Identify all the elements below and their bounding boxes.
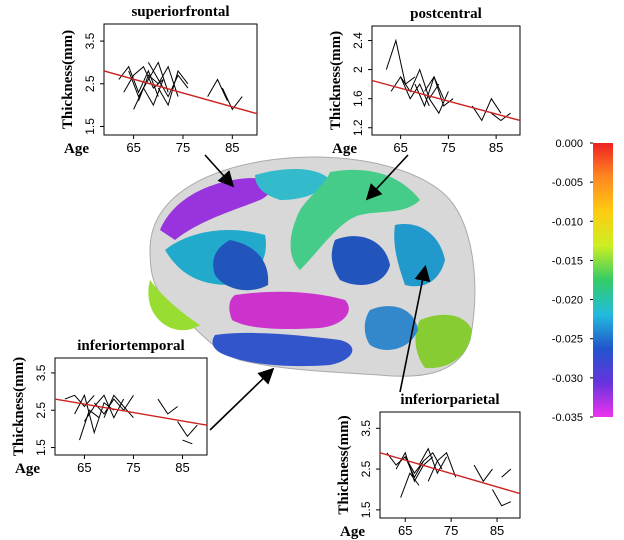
plot-frame — [379, 411, 521, 519]
trajectory — [79, 409, 100, 441]
trajectory — [428, 91, 449, 115]
trajectory — [492, 489, 512, 507]
y-axis-label: Thickness(mm) — [336, 415, 352, 514]
trajectory — [138, 65, 179, 102]
y-tick-label: 2 — [351, 66, 365, 73]
x-tick-label: 75 — [176, 140, 190, 155]
y-tick-label: 3.5 — [34, 364, 48, 381]
x-tick-label: 65 — [398, 523, 412, 538]
x-tick-label: 85 — [175, 460, 189, 475]
trajectory — [418, 447, 447, 475]
trajectory — [221, 87, 243, 111]
trajectory — [473, 464, 493, 483]
trajectory — [177, 421, 198, 438]
trajectory — [74, 393, 115, 435]
trajectory — [385, 38, 416, 86]
x-tick-label: 75 — [444, 523, 458, 538]
trajectory — [103, 394, 134, 419]
trajectory — [64, 394, 95, 408]
x-tick-label: 75 — [441, 140, 455, 155]
y-tick-label: 3.5 — [359, 420, 373, 437]
x-tick-label: 65 — [126, 140, 140, 155]
y-tick-label: 2.5 — [359, 460, 373, 477]
colorbar-label: -0.030 — [552, 373, 583, 385]
trajectory — [471, 97, 502, 122]
trajectory — [501, 468, 512, 478]
trajectory — [404, 451, 443, 479]
x-axis-label: Age — [15, 461, 40, 477]
y-tick-label: 3.5 — [83, 32, 97, 49]
y-tick-label: 1.6 — [351, 90, 365, 107]
trajectory — [386, 452, 425, 475]
y-axis-label: Thickness(mm) — [11, 357, 27, 456]
trajectory — [414, 75, 445, 108]
trajectory — [103, 70, 258, 115]
trajectory — [54, 398, 208, 426]
x-tick-label: 65 — [77, 460, 91, 475]
trajectory — [379, 452, 521, 495]
x-tick-label: 85 — [225, 140, 239, 155]
colorbar — [593, 143, 613, 417]
y-axis-label: Thickness(mm) — [60, 30, 76, 129]
x-axis-label: Age — [340, 524, 365, 540]
y-axis-label: Thickness(mm) — [328, 31, 344, 130]
trajectory — [157, 69, 189, 107]
colorbar-label: 0.000 — [555, 138, 583, 150]
trajectory — [427, 451, 457, 482]
colorbar-label: -0.010 — [552, 216, 583, 228]
x-axis-label: Age — [64, 141, 89, 157]
trajectory — [424, 75, 454, 107]
y-tick-label: 1.5 — [34, 439, 48, 456]
y-tick-label: 1.5 — [83, 118, 97, 135]
trajectory — [128, 61, 169, 98]
trajectory — [147, 62, 189, 98]
colorbar-label: -0.015 — [552, 255, 583, 267]
y-tick-label: 1.5 — [359, 501, 373, 518]
trajectory — [157, 398, 178, 415]
colorbar-label: -0.035 — [552, 412, 583, 424]
brain — [148, 156, 476, 377]
chart-title: superiorfrontal — [131, 4, 229, 20]
x-tick-label: 85 — [489, 140, 503, 155]
x-tick-label: 65 — [393, 140, 407, 155]
x-tick-label: 75 — [126, 460, 140, 475]
trajectory — [118, 65, 159, 97]
trajectory — [395, 451, 434, 483]
chart-title: postcentral — [410, 6, 482, 22]
x-axis-label: Age — [332, 141, 357, 157]
y-tick-label: 2.4 — [351, 32, 365, 49]
trajectory — [390, 75, 430, 107]
trajectory — [400, 472, 420, 498]
trajectory — [182, 439, 193, 445]
y-tick-label: 2.5 — [83, 75, 97, 92]
colorbar-label: -0.020 — [552, 295, 583, 307]
trajectory — [400, 68, 440, 100]
arrows — [204, 154, 431, 431]
y-tick-label: 1.2 — [351, 119, 365, 136]
x-tick-label: 85 — [490, 523, 504, 538]
colorbar-label: -0.005 — [552, 177, 583, 189]
colorbar-label: -0.025 — [552, 334, 583, 346]
plot-frame — [103, 23, 258, 136]
plot-frame — [54, 357, 208, 456]
trajectory — [207, 78, 228, 102]
trajectory — [133, 79, 164, 110]
trajectory — [491, 112, 511, 122]
trajectory — [371, 79, 521, 122]
chart-title: inferiorparietal — [400, 392, 499, 408]
trajectory — [93, 395, 134, 415]
chart-title: inferiortemporal — [77, 338, 184, 354]
y-tick-label: 2.5 — [34, 402, 48, 419]
